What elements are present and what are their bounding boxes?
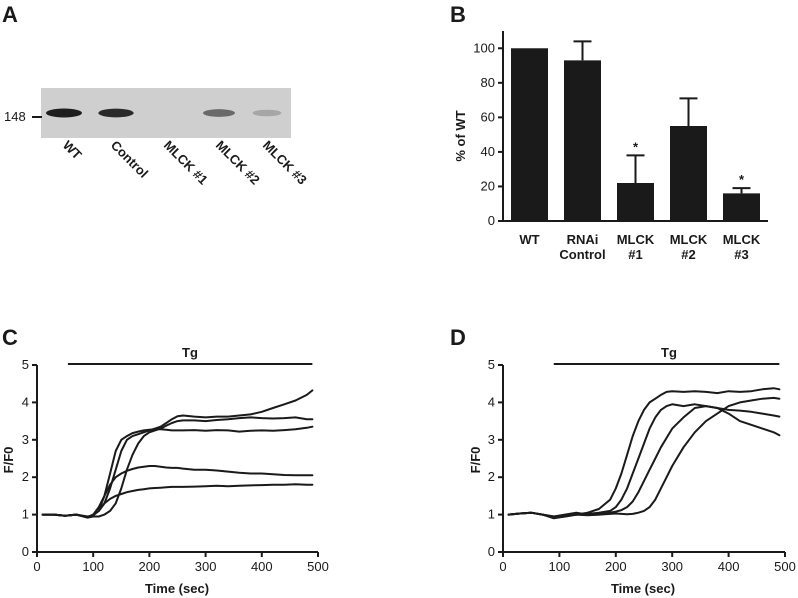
panel-d-x-tick-label: 400 [718,559,740,574]
panel-d-trace-3 [507,396,781,518]
panel-c-trace-4 [41,483,314,519]
panel-c-y-tick-label: 3 [22,432,29,447]
panel-b-category-label: MLCK [617,232,655,247]
panel-c-plot: 0 1 2 3 4 5 0 100 200 300 400 500 [22,357,329,574]
panel-d-y-tick-label: 1 [488,507,495,522]
panel-c: C Tg F/F0 Time (sec) 0 1 2 3 4 5 0 100 200 300 400… [1,325,329,596]
panel-c-x-tick-label: 500 [307,559,329,574]
significance-star-4: * [739,172,745,187]
panel-c-y-tick-label: 0 [22,544,29,559]
panel-c-x-tick-label: 0 [33,559,40,574]
panel-d-trace-1 [507,403,781,520]
panel-c-x-tick-label: 400 [251,559,273,574]
panel-c-y-tick-label: 4 [22,394,29,409]
panel-c-letter: C [2,325,18,350]
panel-b-category-label: MLCK [723,232,761,247]
panel-c-trace-3 [41,465,314,519]
panel-c-trace-2 [41,416,314,519]
panel-b-category-label: #3 [734,247,748,262]
panel-d-trace-2 [507,405,781,518]
panel-c-x-tick-label: 200 [139,559,161,574]
panel-d-x-tick-label: 0 [499,559,506,574]
panel-d-tg-label: Tg [661,345,677,360]
panel-d-x-tick-label: 300 [661,559,683,574]
panel-a-letter: A [2,2,18,27]
panel-b-y-tick-label: 0 [488,213,495,228]
panel-a: A 148 WT Control MLCK #1 MLCK #2 MLCK #3 [2,2,310,187]
panel-d-y-label: F/F0 [468,447,483,474]
panel-b-y-tick-label: 80 [481,75,495,90]
lane-label-mlck-1: MLCK #1 [161,138,211,188]
panel-d-x-tick-label: 100 [549,559,571,574]
panel-d: D Tg F/F0 Time (sec) 0 1 2 3 4 5 0 100 200 300 400… [450,325,796,596]
panel-c-x-tick-label: 100 [82,559,104,574]
panel-c-y-tick-label: 2 [22,469,29,484]
lane-label-wt: WT [60,138,85,163]
panel-c-trace-0 [41,425,314,518]
panel-b-category-label: Control [559,247,605,262]
panel-c-y-tick-label: 5 [22,357,29,372]
lane-label-mlck-3: MLCK #3 [260,138,310,188]
blot-band-0 [46,108,82,118]
panel-c-tg-label: Tg [182,345,198,360]
panel-b-category-label: #1 [628,247,642,262]
significance-star-2: * [633,139,639,154]
panel-b-category-label: WT [519,232,539,247]
panel-d-y-tick-label: 5 [488,357,495,372]
panel-b-category-label: MLCK [670,232,708,247]
panel-b-y-tick-label: 40 [481,144,495,159]
panel-d-y-tick-label: 2 [488,469,495,484]
marker-label: 148 [4,109,26,124]
blot-band-4 [252,109,282,117]
bar-1 [564,60,601,222]
panel-b-y-label: % of WT [453,110,468,161]
panel-b-y-tick-label: 60 [481,109,495,124]
panel-d-y-tick-label: 4 [488,394,495,409]
panel-b-y-tick-label: 20 [481,178,495,193]
lane-label-mlck-2: MLCK #2 [213,138,263,188]
blot-band-1 [98,108,134,118]
bar-2 [617,183,654,221]
panel-d-y-tick-label: 0 [488,544,495,559]
blot-bands [46,108,282,118]
panel-d-trace-0 [507,387,781,519]
panel-d-x-tick-label: 500 [774,559,796,574]
blot-band-3 [203,109,235,117]
bar-0 [511,48,548,221]
panel-d-x-tick-label: 200 [605,559,627,574]
panel-b-letter: B [450,2,466,27]
bar-3 [670,126,707,221]
panel-b-category-label: #2 [681,247,695,262]
blot-membrane [41,88,291,138]
panel-c-trace-1 [41,389,314,519]
panel-c-x-label: Time (sec) [145,581,209,596]
panel-c-y-label: F/F0 [1,447,16,474]
bar-4 [723,193,760,221]
panel-c-y-tick-label: 1 [22,507,29,522]
panel-d-y-tick-label: 3 [488,432,495,447]
panel-b-y-tick-label: 100 [473,40,495,55]
panel-d-letter: D [450,325,466,350]
panel-d-x-label: Time (sec) [611,581,675,596]
lane-label-control: Control [108,138,151,181]
panel-b-category-label: RNAi [567,232,599,247]
panel-c-x-tick-label: 300 [195,559,217,574]
panel-d-plot: 0 1 2 3 4 5 0 100 200 300 400 500 [488,357,796,574]
